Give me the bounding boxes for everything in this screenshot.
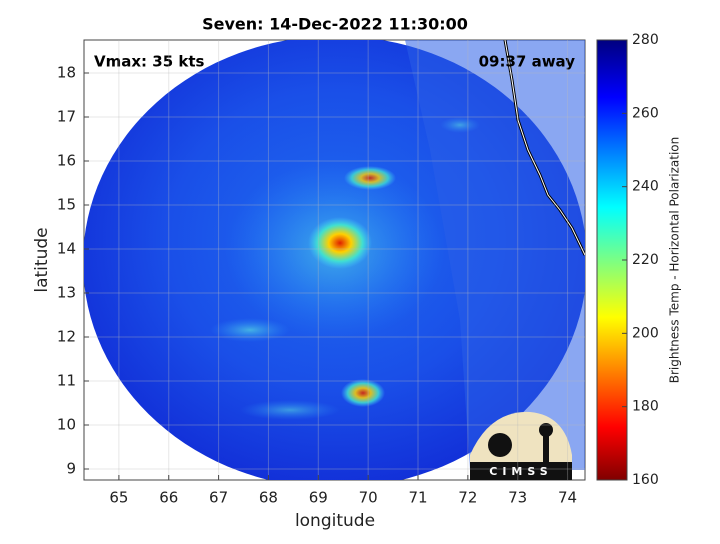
satellite-image — [84, 40, 585, 480]
x-tick-label: 72 — [458, 489, 477, 507]
y-tick-label: 10 — [57, 416, 76, 434]
x-tick-label: 70 — [359, 489, 378, 507]
y-tick-label: 13 — [57, 284, 76, 302]
x-tick-label: 71 — [408, 489, 427, 507]
logo-text: CIMSS — [489, 465, 552, 478]
y-tick-label: 12 — [57, 328, 76, 346]
colorbar-tick-label: 180 — [632, 399, 659, 415]
x-tick-label: 67 — [209, 489, 228, 507]
x-tick-label: 65 — [109, 489, 128, 507]
y-tick-label: 15 — [57, 196, 76, 214]
x-axis-label: longitude — [295, 511, 375, 531]
y-tick-label: 17 — [57, 108, 76, 126]
x-tick-label: 73 — [508, 489, 527, 507]
y-tick-label: 11 — [57, 372, 76, 390]
colorbar-tick-label: 160 — [632, 472, 659, 488]
chart-title: Seven: 14-Dec-2022 11:30:00 — [202, 15, 468, 34]
y-tick-label: 14 — [57, 240, 76, 258]
x-tick-label: 69 — [309, 489, 328, 507]
y-tick-label: 18 — [57, 64, 76, 82]
colorbar-label: Brightness Temp - Horizontal Polarizatio… — [668, 137, 682, 384]
annotation: Vmax: 35 kts — [94, 53, 204, 71]
y-axis-label: latitude — [32, 227, 52, 292]
colorbar-tick-label: 220 — [632, 252, 659, 268]
colorbar-tick-label: 240 — [632, 179, 659, 195]
x-tick-label: 74 — [558, 489, 577, 507]
annotation: 09:37 away — [479, 53, 576, 71]
x-tick-label: 66 — [159, 489, 178, 507]
colorbar-tick-label: 280 — [632, 32, 659, 48]
colorbar-tick-label: 260 — [632, 105, 659, 121]
logo: CIMSS — [470, 411, 572, 480]
y-tick-label: 9 — [66, 460, 76, 478]
x-tick-label: 68 — [259, 489, 278, 507]
y-tick-label: 16 — [57, 152, 76, 170]
colorbar-tick-label: 200 — [632, 325, 659, 341]
